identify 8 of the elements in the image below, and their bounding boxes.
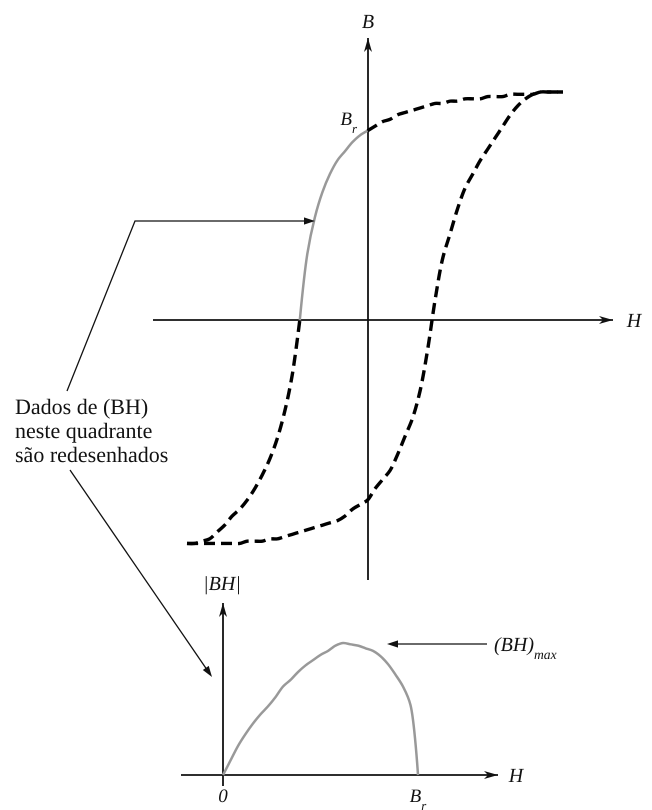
text: (BH)$_{max}$ [494, 634, 557, 662]
y-axis-title: B [362, 11, 374, 33]
annotation: B$_{r}$ [340, 109, 358, 136]
text: Dados de (BH) neste quadrante são redesenhados [15, 394, 168, 467]
y-axis-title: |BH| [203, 573, 241, 595]
x-axis-title: H [626, 310, 643, 332]
x-axis-title: H [508, 765, 525, 787]
x-tick-label: 0 [218, 786, 228, 807]
